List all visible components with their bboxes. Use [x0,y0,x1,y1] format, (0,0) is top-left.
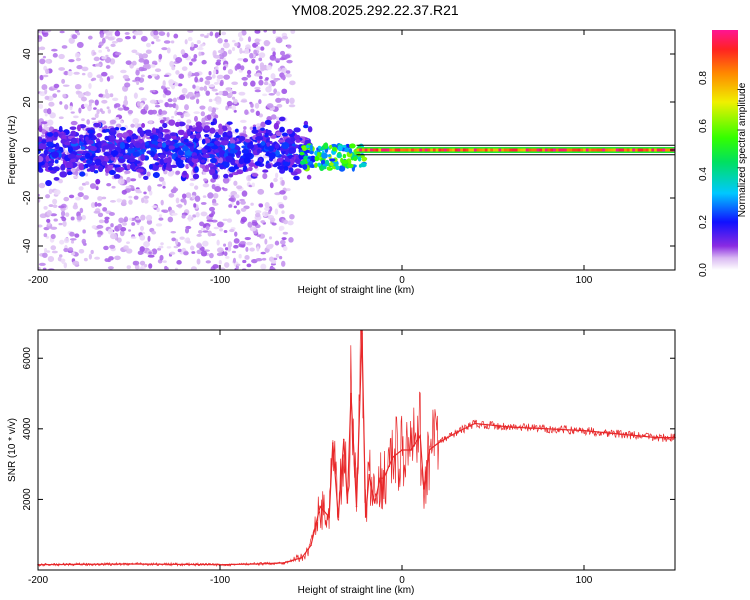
snr-point [301,556,303,559]
x-tick-label: 100 [576,275,593,286]
snr-frame [37,329,676,571]
snr-point [619,433,622,435]
snr-y-ticks: 2000 4000 6000 [22,347,675,511]
snr-point [546,428,549,430]
x-tick-label: 100 [576,575,593,586]
snr-point [423,488,425,490]
snr-point [282,562,285,564]
snr-x-label: Height of straight line (km) [298,585,415,596]
y-tick-label: -40 [22,238,33,253]
snr-point [346,502,349,504]
x-tick-label: 0 [399,275,405,286]
snr-plot-area [38,330,675,567]
colorbar-tick-label: 0.8 [698,71,709,85]
x-tick-label: -100 [210,275,230,286]
snr-point [428,449,431,451]
y-tick-label: 20 [22,96,33,108]
snr-point [410,449,412,451]
colorbar-tick-label: 0.4 [698,167,709,181]
snr-line [38,333,675,566]
chart-title: YM08.2025.292.22.37.R21 [291,2,459,18]
spectrogram-x-ticks: -200 -100 0 100 [28,30,593,286]
snr-point [337,516,340,518]
snr-point [401,449,403,451]
snr-point [437,442,440,444]
spectrogram-heatmap [38,30,675,270]
y-tick-label: 2000 [22,488,33,511]
spectrogram-y-label: Frequency (Hz) [7,116,18,185]
snr-point [355,505,358,508]
x-tick-label: -100 [210,575,230,586]
snr-point [328,516,331,518]
x-tick-label: 0 [399,575,405,586]
snr-point [310,544,312,547]
snr-point [656,436,658,439]
colorbar-tick-label: 0.0 [698,263,709,277]
snr-y-label: SNR (10 * v/v) [7,418,18,482]
snr-point [419,435,422,437]
spectrogram-x-label: Height of straight line (km) [298,285,415,296]
snr-point [332,442,334,444]
snr-point [361,332,363,335]
snr-point [319,505,321,508]
snr-point [364,516,367,518]
x-tick-label: -200 [28,275,48,286]
snr-point [255,563,258,565]
spectrogram-y-ticks: -40 -20 0 20 40 [22,48,675,253]
snr-point [350,392,352,395]
snr-point [583,429,585,432]
colorbar-ticks: 0.0 0.2 0.4 0.6 0.8 [698,71,709,277]
snr-line-detail [38,330,675,567]
colorbar [712,30,738,270]
snr-x-ticks: -200 -100 0 100 [28,330,593,586]
y-tick-label: 0 [22,147,33,153]
colorbar-tick-label: 0.6 [698,119,709,133]
snr-data-points [37,332,676,566]
snr-point [455,431,458,434]
snr-point [392,456,394,458]
snr-point [383,477,385,480]
snr-point [128,563,130,565]
y-tick-label: 40 [22,48,33,60]
snr-point [373,502,376,504]
snr-point [492,424,494,427]
snr-point [379,477,381,480]
y-tick-label: 6000 [22,347,33,370]
snr-point [510,426,512,428]
colorbar-tick-label: 0.2 [698,215,709,229]
x-tick-label: -200 [28,575,48,586]
y-tick-label: -20 [22,190,33,205]
snr-point [342,438,345,441]
colorbar-label: Normalized spectral amplitude [737,82,748,217]
snr-point [474,422,476,425]
snr-point [368,473,371,476]
y-tick-label: 4000 [22,417,33,440]
